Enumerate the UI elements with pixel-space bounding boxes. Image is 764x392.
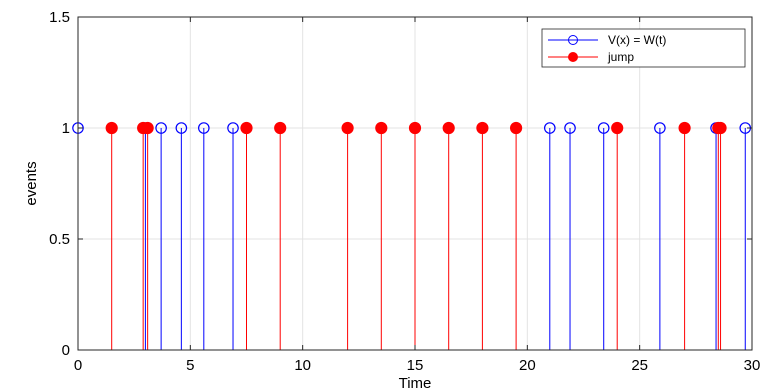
axis-ticks: 0 5 10 15 20 25 30 0 0.5 1 1.5 [49, 9, 760, 374]
y-tick-label: 0.5 [49, 231, 70, 248]
stem-marker-series-1 [442, 121, 455, 135]
stem-marker-series-1 [714, 121, 727, 135]
stem-marker-series-1 [141, 121, 154, 135]
stem-marker-series-0 [198, 122, 210, 134]
x-tick-label: 10 [294, 357, 311, 374]
stem-marker-series-1 [240, 121, 253, 135]
data-stems [72, 121, 752, 350]
stem-marker-series-0 [543, 122, 556, 134]
x-tick-label: 5 [186, 357, 194, 374]
y-axis-label: events [23, 161, 40, 205]
stem-marker-series-1 [274, 121, 287, 135]
legend-entry-v: V(x) = W(t) [608, 33, 666, 47]
x-tick-label: 25 [631, 357, 648, 374]
stem-marker-series-1 [375, 121, 388, 135]
x-tick-label: 20 [519, 357, 536, 374]
stem-marker-series-0 [155, 122, 167, 134]
stem-marker-series-0 [654, 122, 666, 134]
legend-entry-jump: jump [607, 50, 634, 64]
stem-marker-series-1 [678, 121, 691, 135]
stem-marker-series-0 [597, 122, 610, 134]
stem-marker-series-0 [227, 122, 239, 134]
stem-marker-series-1 [509, 121, 523, 135]
y-tick-label: 0 [62, 342, 70, 359]
x-tick-label: 30 [744, 357, 761, 374]
stem-marker-series-0 [175, 122, 188, 134]
stem-marker-series-1 [611, 121, 624, 135]
stem-marker-series-0 [564, 122, 576, 134]
stem-marker-series-1 [341, 121, 354, 135]
y-tick-label: 1 [62, 120, 70, 137]
legend-marker-v [568, 35, 578, 45]
x-axis-label: Time [399, 375, 432, 392]
x-tick-label: 15 [407, 357, 424, 374]
x-tick-label: 0 [74, 357, 82, 374]
stem-marker-series-1 [476, 121, 489, 135]
stem-marker-series-1 [105, 121, 118, 135]
stem-marker-series-1 [408, 121, 422, 135]
legend-marker-jump [568, 52, 578, 62]
y-tick-label: 1.5 [49, 9, 70, 26]
legend: V(x) = W(t) jump [541, 28, 746, 68]
